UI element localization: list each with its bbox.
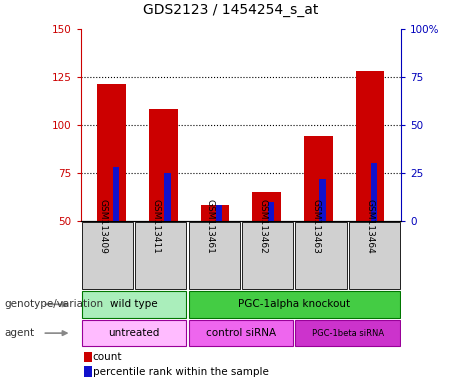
Text: GSM113461: GSM113461 [205, 199, 214, 254]
Bar [189, 222, 240, 288]
Text: percentile rank within the sample: percentile rank within the sample [93, 367, 269, 377]
Text: untreated: untreated [108, 328, 160, 338]
Bar [189, 320, 293, 346]
Bar [216, 205, 222, 221]
Bar [296, 320, 400, 346]
Bar [82, 320, 186, 346]
Text: GSM113463: GSM113463 [312, 199, 321, 254]
Bar [149, 109, 177, 221]
Text: genotype/variation: genotype/variation [5, 299, 104, 310]
Bar [135, 222, 186, 288]
Text: control siRNA: control siRNA [206, 328, 276, 338]
Bar [268, 202, 274, 221]
Bar [319, 179, 325, 221]
Bar [371, 163, 377, 221]
Text: GDS2123 / 1454254_s_at: GDS2123 / 1454254_s_at [143, 3, 318, 17]
Bar [84, 352, 92, 362]
Bar [201, 205, 229, 221]
Text: count: count [93, 352, 122, 362]
Text: wild type: wild type [110, 299, 158, 310]
Bar [296, 222, 347, 288]
Bar [82, 291, 186, 318]
Bar [84, 366, 92, 377]
Bar [253, 192, 281, 221]
Bar [97, 84, 126, 221]
Text: GSM113409: GSM113409 [98, 199, 107, 254]
Bar [304, 136, 332, 221]
Bar [82, 222, 133, 288]
Bar [189, 291, 400, 318]
Text: PGC-1beta siRNA: PGC-1beta siRNA [312, 329, 384, 338]
Text: PGC-1alpha knockout: PGC-1alpha knockout [238, 299, 350, 310]
Bar [112, 167, 119, 221]
Bar [165, 173, 171, 221]
Bar [349, 222, 400, 288]
Text: GSM113462: GSM113462 [259, 199, 267, 254]
Text: agent: agent [5, 328, 35, 338]
Bar [356, 71, 384, 221]
Text: GSM113411: GSM113411 [152, 199, 161, 254]
Text: GSM113464: GSM113464 [366, 199, 374, 254]
Bar [242, 222, 293, 288]
